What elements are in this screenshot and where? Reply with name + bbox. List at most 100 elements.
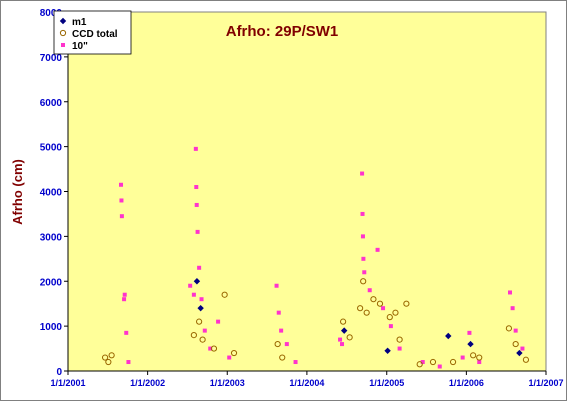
ten-arcsec-point: [460, 355, 465, 360]
ten-arcsec-point: [122, 297, 127, 302]
ccd-total-point: [476, 354, 483, 361]
ccd-total-point: [429, 358, 437, 366]
y-axis-title: Afrho (cm): [10, 159, 25, 225]
series-m1: [193, 278, 523, 357]
ten-arcsec-point: [191, 292, 196, 297]
ten-arcsec-point: [437, 364, 442, 369]
ccd-total-point: [210, 345, 218, 352]
ten-arcsec-point: [362, 270, 367, 275]
ten-arcsec-point: [197, 265, 202, 270]
ten-arcsec-point: [216, 319, 221, 324]
ten-arcsec-point: [508, 290, 513, 295]
series-ccd-total: [101, 278, 530, 368]
ten-arcsec-point: [388, 324, 393, 329]
x-tick-label: 1/1/2004: [289, 378, 324, 388]
ccd-total-point: [392, 309, 399, 316]
ccd-total-point: [274, 340, 281, 348]
series-layer: [101, 146, 530, 369]
ccd-total-point: [512, 340, 519, 348]
ccd-total-point: [101, 354, 109, 361]
ten-arcsec-point: [510, 306, 515, 311]
y-tick-label: 6000: [40, 98, 63, 109]
ccd-total-point: [360, 278, 367, 285]
ccd-total-point: [396, 336, 403, 343]
ten-arcsec-point: [284, 342, 289, 347]
ten-arcsec-point: [119, 198, 124, 203]
ten-arcsec-point: [202, 328, 207, 333]
m1-point: [467, 340, 474, 348]
legend-label: m1: [72, 17, 87, 28]
ccd-total-point: [505, 325, 513, 332]
m1-legend-marker: [59, 17, 67, 25]
legend-label: 10": [72, 41, 88, 52]
ten-arcsec-point: [360, 171, 365, 176]
x-tick-label: 1/1/2002: [130, 378, 165, 388]
ten-arcsec-point: [122, 292, 127, 297]
ten-arcsec-point: [274, 283, 279, 288]
ten-arcsec-point: [367, 288, 372, 293]
ccd-total-point: [190, 332, 197, 339]
ten-arcsec-point: [381, 306, 386, 311]
ten-arcsec-point: [293, 360, 298, 365]
series-ten-arcsec: [119, 146, 525, 369]
ten-arcsec-point: [513, 328, 518, 333]
y-tick-label: 0: [56, 367, 62, 378]
ten-arcsec-point: [188, 283, 193, 288]
ten-arcsec-point: [276, 310, 281, 315]
y-tick-label: 3000: [40, 232, 63, 243]
ccd-total-point: [105, 358, 112, 366]
ten-arcsec-point: [340, 342, 345, 347]
ten-arcsec-point: [194, 185, 199, 190]
m1-point: [516, 349, 523, 357]
y-tick-label: 1000: [40, 322, 63, 333]
ccd-total-point: [470, 352, 477, 359]
m1-point: [384, 347, 391, 355]
x-tick-label: 1/1/2007: [528, 378, 563, 388]
ten-arcsec-point: [520, 346, 525, 351]
ten-arcsec-point: [279, 328, 284, 333]
y-tick-label: 7000: [40, 53, 63, 64]
ten-arcsec-point: [193, 146, 198, 151]
y-tick-label: 5000: [40, 143, 63, 154]
ccd-total-point: [108, 352, 115, 359]
ten-arcsec-point: [227, 355, 232, 360]
ten-arcsec-point: [195, 229, 200, 234]
ccd-total-point: [279, 354, 286, 361]
m1-point: [193, 278, 201, 285]
y-tick-label: 4000: [40, 188, 63, 199]
ten-arcsec-legend-marker: [61, 43, 65, 47]
ten-arcsec-point: [119, 214, 124, 219]
x-axis: 1/1/2001 1/1/2002 1/1/2003 1/1/2004 1/1/2005…: [50, 370, 564, 388]
ten-arcsec-point: [477, 360, 482, 365]
legend-box: [53, 10, 132, 55]
m1-point: [445, 332, 452, 340]
x-tick-label: 1/1/2006: [449, 378, 484, 388]
ccd-total-point: [230, 349, 238, 357]
ten-arcsec-point: [467, 330, 472, 335]
m1-point: [340, 327, 348, 334]
ten-arcsec-point: [208, 346, 213, 351]
ccd-total-point: [196, 318, 203, 325]
chart-title: Afrho: 29P/SW1: [226, 23, 339, 40]
ccd-total-point: [346, 334, 353, 341]
ccd-total-point: [522, 356, 530, 363]
ccd-total-point: [199, 336, 206, 343]
y-tick-label: 2000: [40, 277, 63, 288]
ccd-total-point: [340, 318, 347, 325]
y-axis: 0 1000 2000 3000 4000 5000 6000 7000 8000: [40, 8, 69, 378]
ten-arcsec-point: [338, 337, 343, 342]
plot-area: [67, 11, 547, 372]
legend-label: CCD total: [72, 29, 118, 40]
ten-arcsec-point: [361, 256, 366, 261]
ccd-total-point: [363, 309, 370, 316]
ten-arcsec-point: [360, 211, 365, 216]
ccd-total-point: [449, 358, 457, 366]
ten-arcsec-point: [360, 234, 365, 239]
ccd-total-point: [376, 300, 384, 307]
ten-arcsec-point: [119, 182, 124, 187]
m1-point: [197, 304, 204, 312]
ccd-total-legend-marker: [59, 29, 67, 37]
ccd-total-point: [403, 300, 410, 307]
ten-arcsec-point: [194, 202, 199, 207]
ccd-total-point: [386, 314, 393, 321]
